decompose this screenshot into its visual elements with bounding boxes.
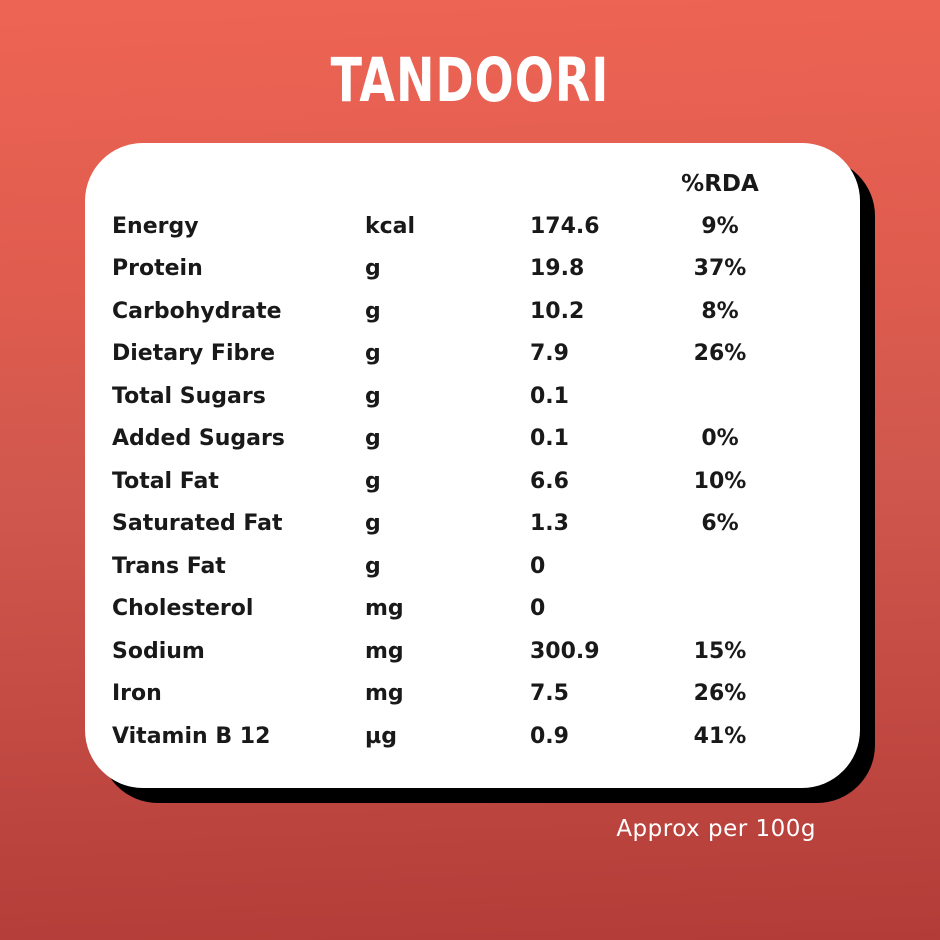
table-row: Iron mg 7.5 26% xyxy=(85,673,860,716)
table-row: Trans Fat g 0 xyxy=(85,545,860,588)
table-header-row: %RDA xyxy=(85,163,860,205)
nutrient-unit: g xyxy=(365,511,381,537)
nutrient-unit: g xyxy=(365,341,381,367)
nutrient-name: Total Sugars xyxy=(112,383,266,409)
nutrient-name: Protein xyxy=(112,256,203,282)
table-row: Dietary Fibre g 7.9 26% xyxy=(85,333,860,376)
nutrient-value: 10.2 xyxy=(530,298,585,324)
nutrient-name: Added Sugars xyxy=(112,426,285,452)
nutrient-value: 0 xyxy=(530,553,546,579)
nutrient-unit: g xyxy=(365,256,381,282)
nutrient-unit: g xyxy=(365,468,381,494)
table-row: Carbohydrate g 10.2 8% xyxy=(85,290,860,333)
nutrient-value: 0 xyxy=(530,596,546,622)
nutrient-value: 300.9 xyxy=(530,638,600,664)
nutrient-rda: 26% xyxy=(693,341,747,367)
table-row: Protein g 19.8 37% xyxy=(85,248,860,291)
table-row: Total Fat g 6.6 10% xyxy=(85,460,860,503)
serving-size-note: Approx per 100g xyxy=(616,816,816,842)
nutrient-value: 7.5 xyxy=(530,681,569,707)
nutrient-name: Iron xyxy=(112,681,162,707)
nutrient-value: 0.1 xyxy=(530,383,569,409)
nutrient-unit: mg xyxy=(365,596,404,622)
nutrient-name: Carbohydrate xyxy=(112,298,282,324)
table-row: Added Sugars g 0.1 0% xyxy=(85,418,860,461)
nutrient-name: Sodium xyxy=(112,638,205,664)
nutrient-unit: mg xyxy=(365,681,404,707)
nutrient-value: 0.9 xyxy=(530,723,569,749)
nutrient-name: Energy xyxy=(112,213,199,239)
nutrient-name: Vitamin B 12 xyxy=(112,723,271,749)
nutrient-name: Trans Fat xyxy=(112,553,226,579)
table-row: Sodium mg 300.9 15% xyxy=(85,630,860,673)
nutrient-value: 0.1 xyxy=(530,426,569,452)
nutrient-name: Cholesterol xyxy=(112,596,254,622)
table-row: Total Sugars g 0.1 xyxy=(85,375,860,418)
nutrient-rda: 37% xyxy=(693,256,747,282)
table-row: Saturated Fat g 1.3 6% xyxy=(85,503,860,546)
nutrient-unit: g xyxy=(365,298,381,324)
nutrient-unit: mg xyxy=(365,638,404,664)
nutrient-rda: 6% xyxy=(701,511,739,537)
nutrient-rda: 9% xyxy=(701,213,739,239)
table-row: Vitamin B 12 µg 0.9 41% xyxy=(85,715,860,758)
nutrient-name: Saturated Fat xyxy=(112,511,283,537)
nutrition-rows: Energy kcal 174.6 9% Protein g 19.8 37% … xyxy=(85,205,860,758)
nutrient-unit: g xyxy=(365,553,381,579)
nutrient-rda: 41% xyxy=(693,723,747,749)
nutrient-value: 19.8 xyxy=(530,256,585,282)
nutrient-name: Total Fat xyxy=(112,468,219,494)
nutrient-value: 174.6 xyxy=(530,213,600,239)
nutrient-unit: kcal xyxy=(365,213,416,239)
nutrient-rda: 8% xyxy=(701,298,739,324)
nutrient-value: 1.3 xyxy=(530,511,569,537)
nutrient-rda: 26% xyxy=(693,681,747,707)
nutrient-value: 7.9 xyxy=(530,341,569,367)
nutrition-facts-card: %RDA Energy kcal 174.6 9% Protein g 19.8… xyxy=(85,143,860,788)
nutrient-value: 6.6 xyxy=(530,468,569,494)
nutrient-rda: 15% xyxy=(693,638,747,664)
table-row: Energy kcal 174.6 9% xyxy=(85,205,860,248)
nutrient-unit: g xyxy=(365,383,381,409)
nutrient-rda: 10% xyxy=(693,468,747,494)
nutrient-rda: 0% xyxy=(701,426,739,452)
nutrient-name: Dietary Fibre xyxy=(112,341,276,367)
product-title: TANDOORI xyxy=(330,44,610,116)
table-row: Cholesterol mg 0 xyxy=(85,588,860,631)
rda-column-header: %RDA xyxy=(681,171,759,197)
nutrient-unit: g xyxy=(365,426,381,452)
nutrient-unit: µg xyxy=(365,723,397,749)
